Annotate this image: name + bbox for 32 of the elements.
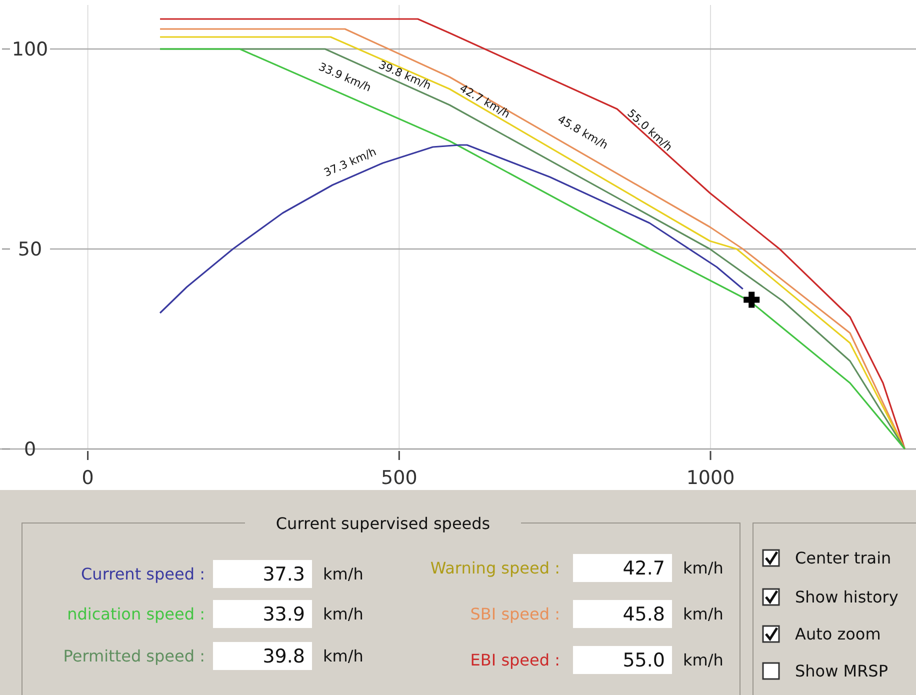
x-tick-label: 1000 (686, 467, 735, 489)
text: 45.8 (622, 604, 665, 626)
text: km/h (683, 558, 724, 578)
text: Current supervised speeds (276, 514, 490, 533)
y-tick-label: 50 (18, 238, 42, 261)
y-tick-label: 0 (24, 438, 36, 461)
text: 33.9 (262, 604, 305, 626)
text: km/h (683, 604, 724, 624)
annotation: 37.3 km/h (322, 145, 378, 180)
annotation: 39.8 km/h (376, 58, 434, 92)
text: km/h (323, 604, 364, 624)
annotation: 33.9 km/h (316, 60, 374, 94)
text: Warning speed : (430, 558, 560, 578)
text: Show MRSP (795, 662, 888, 681)
text: Permitted speed : (63, 646, 205, 666)
y-tick-label: 100 (12, 38, 48, 61)
text: km/h (323, 564, 364, 584)
text: 42.7 (622, 558, 665, 580)
text: 37.3 (262, 564, 305, 586)
text: Current speed : (81, 564, 205, 584)
text: 55.0 (622, 650, 665, 672)
text: km/h (683, 650, 724, 670)
text: Center train (795, 548, 892, 568)
text: Auto zoom (795, 624, 881, 644)
text: ndication speed : (67, 604, 205, 624)
text: EBI speed : (470, 650, 560, 670)
text: Show history (795, 588, 898, 607)
text: 39.8 (262, 646, 305, 668)
x-tick-label: 500 (381, 467, 418, 489)
x-tick-label: 0 (82, 467, 94, 489)
text: km/h (323, 646, 364, 666)
text: SBI speed : (470, 604, 560, 624)
